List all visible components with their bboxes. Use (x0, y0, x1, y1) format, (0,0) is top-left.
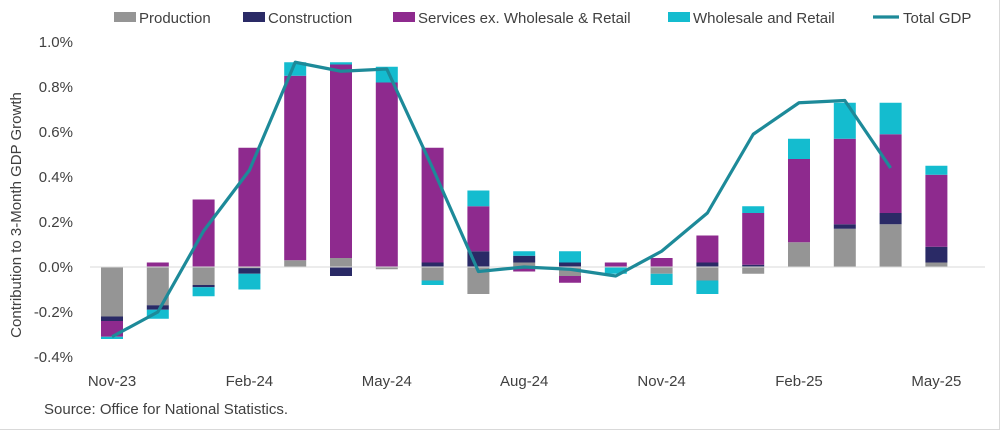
bar-wholesale-and-retail (879, 102, 902, 135)
bar-services-ex-wholesale-retail (330, 64, 352, 258)
bar-wholesale-and-retail (604, 267, 627, 274)
bar-production (513, 262, 536, 267)
bar-production (879, 224, 902, 267)
bar-wholesale-and-retail (742, 206, 765, 213)
bar-production (650, 267, 673, 274)
x-tick-label: May-24 (362, 373, 412, 390)
y-axis-label: Contribution to 3-Month GDP Growth (8, 92, 25, 338)
legend-label: Production (139, 10, 211, 27)
x-tick-label: May-25 (911, 373, 961, 390)
bar-wholesale-and-retail (192, 287, 215, 297)
bar-wholesale-and-retail (421, 280, 444, 285)
bar-production (833, 228, 856, 267)
legend-label: Construction (268, 10, 352, 27)
bar-construction (238, 268, 261, 274)
bar-construction (192, 285, 215, 288)
bar-construction (696, 262, 719, 267)
legend-swatch (114, 12, 136, 22)
bar-wholesale-and-retail (559, 251, 581, 263)
bar-wholesale-and-retail (238, 273, 261, 290)
bar-services-ex-wholesale-retail (375, 82, 398, 267)
bar-production (375, 267, 398, 270)
legend-swatch (668, 12, 690, 22)
bar-production (192, 267, 215, 285)
bar-services-ex-wholesale-retail (467, 206, 490, 252)
bar-services-ex-wholesale-retail (238, 147, 261, 267)
bar-wholesale-and-retail (833, 102, 856, 139)
bar-construction (833, 224, 856, 229)
bar-construction (101, 316, 123, 321)
bar-construction (421, 262, 444, 267)
bar-production (284, 260, 307, 267)
bar-production (788, 242, 810, 267)
bar-services-ex-wholesale-retail (742, 213, 765, 265)
bar-production (146, 267, 169, 306)
legend: Production Construction Services ex. Whole… (114, 10, 971, 27)
bar-construction (513, 255, 536, 263)
y-tick-label: -0.4% (34, 349, 73, 366)
bar-construction (925, 246, 948, 263)
bar-services-ex-wholesale-retail (925, 174, 948, 247)
y-tick-label: -0.2% (34, 304, 73, 321)
bar-wholesale-and-retail (467, 190, 490, 207)
bar-wholesale-and-retail (788, 138, 810, 159)
bar-production (101, 267, 123, 317)
x-axis-ticks: Nov-23 Feb-24 May-24 Aug-24 Nov-24 Feb-25 May-… (88, 373, 962, 390)
bar-services-ex-wholesale-retail (146, 262, 169, 267)
legend-swatch (393, 12, 415, 22)
y-tick-label: 0.4% (39, 169, 73, 186)
y-tick-label: 0.6% (39, 124, 73, 141)
bar-wholesale-and-retail (925, 165, 948, 175)
bar-construction (742, 264, 765, 267)
bar-wholesale-and-retail (146, 309, 169, 319)
source-note: Source: Office for National Statistics. (44, 401, 288, 418)
bar-production (742, 267, 765, 274)
bar-services-ex-wholesale-retail (650, 258, 673, 267)
bar-production (696, 267, 719, 281)
legend-label: Services ex. Wholesale & Retail (418, 10, 631, 27)
y-tick-label: 0.0% (39, 259, 73, 276)
legend-swatch (243, 12, 265, 22)
bar-services-ex-wholesale-retail (284, 75, 307, 261)
bar-services-ex-wholesale-retail (421, 147, 444, 263)
bar-services-ex-wholesale-retail (559, 276, 581, 283)
total-gdp-line (111, 60, 892, 339)
bar-services-ex-wholesale-retail (879, 134, 902, 213)
y-tick-label: 0.2% (39, 214, 73, 231)
bar-wholesale-and-retail (101, 336, 123, 339)
bar-construction (559, 262, 581, 267)
bar-production (421, 267, 444, 281)
bar-wholesale-and-retail (650, 273, 673, 285)
bar-services-ex-wholesale-retail (696, 235, 719, 263)
bar-wholesale-and-retail (513, 251, 536, 256)
y-axis-ticks: -0.4% -0.2% 0.0% 0.2% 0.4% 0.6% 0.8% 1.0% (34, 34, 73, 366)
bar-production (925, 262, 948, 267)
bar-services-ex-wholesale-retail (833, 138, 856, 225)
bar-production (238, 267, 261, 269)
bar-production (330, 258, 352, 267)
legend-label: Total GDP (903, 10, 971, 27)
x-tick-label: Nov-24 (637, 373, 685, 390)
bar-production (467, 267, 490, 294)
bar-services-ex-wholesale-retail (604, 262, 627, 267)
bar-wholesale-and-retail (330, 62, 352, 65)
bar-services-ex-wholesale-retail (788, 159, 810, 243)
bar-production (559, 267, 581, 276)
x-tick-label: Aug-24 (500, 373, 548, 390)
x-tick-label: Feb-24 (226, 373, 274, 390)
x-tick-label: Nov-23 (88, 373, 136, 390)
bar-construction (330, 267, 352, 276)
x-tick-label: Feb-25 (775, 373, 823, 390)
bar-construction (146, 305, 169, 310)
bar-construction (879, 213, 902, 225)
y-tick-label: 1.0% (39, 34, 73, 51)
legend-label: Wholesale and Retail (693, 10, 835, 27)
y-tick-label: 0.8% (39, 79, 73, 96)
bar-services-ex-wholesale-retail (513, 267, 536, 272)
bars (101, 62, 948, 339)
bar-wholesale-and-retail (696, 280, 719, 294)
total-gdp-line-group (111, 60, 892, 339)
